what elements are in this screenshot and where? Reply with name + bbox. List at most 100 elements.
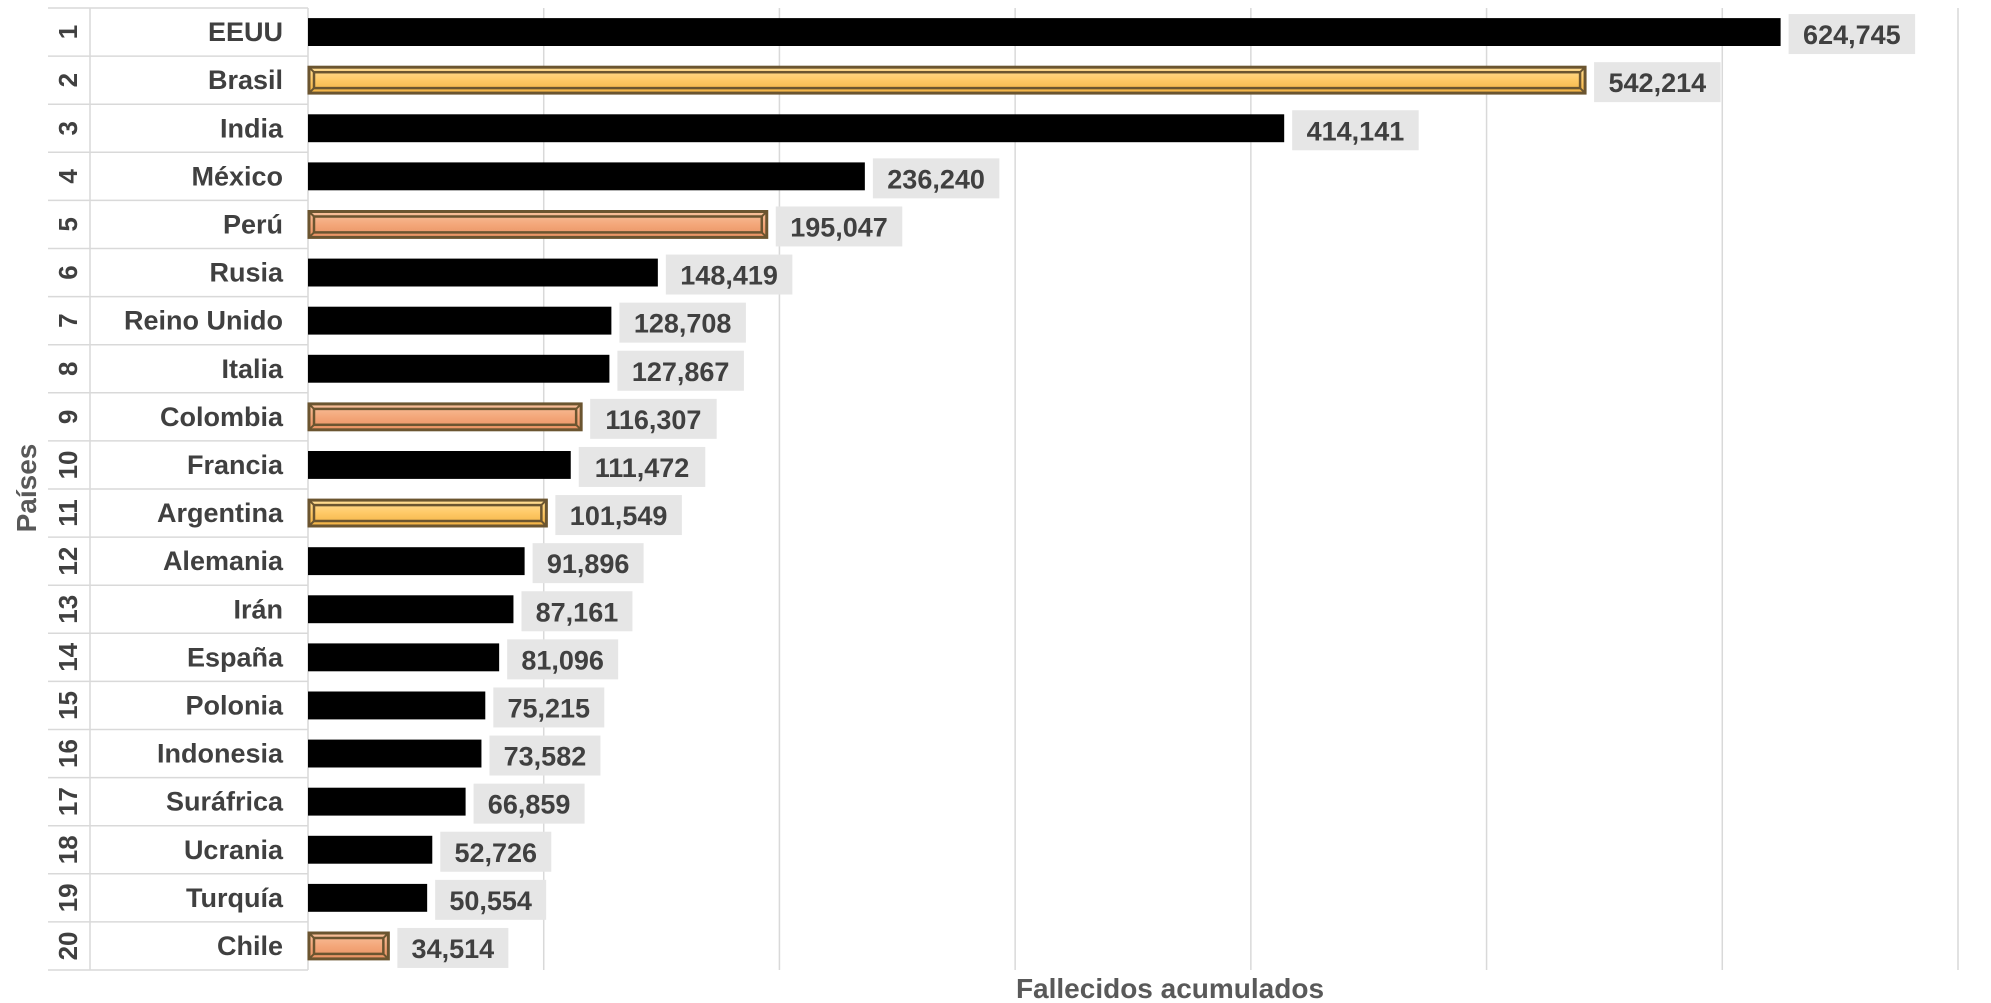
data-label-box: [1594, 62, 1721, 103]
data-label-box: [555, 495, 682, 536]
country-label: Ucrania: [184, 835, 284, 865]
data-label-box: [590, 398, 717, 439]
bar-fill: [308, 499, 548, 527]
data-label-text: 236,240: [887, 164, 985, 194]
data-label-box: [578, 446, 706, 487]
bar: [307, 210, 769, 239]
country-label: Polonia: [185, 690, 283, 720]
country-label: Reino Unido: [124, 306, 283, 336]
y-axis-title: Países: [11, 444, 42, 533]
data-label-text: 127,867: [632, 357, 730, 387]
bar-bevel-outer: [307, 931, 390, 961]
country-label: EEUU: [208, 17, 283, 47]
data-label-box: [473, 783, 585, 824]
bar-bevel-inner: [312, 936, 385, 956]
bar-fill: [308, 162, 865, 191]
rank-label: 11: [53, 499, 83, 527]
rank-label: 10: [53, 450, 83, 479]
country-label: Rusia: [209, 258, 284, 288]
data-label: 75,215: [493, 687, 605, 728]
bar: [308, 162, 865, 191]
rank-label: 16: [53, 739, 83, 768]
bars: [307, 18, 1781, 961]
bar-fill: [308, 18, 1781, 46]
data-label: 52,726: [440, 831, 552, 872]
data-label: 50,554: [435, 879, 547, 920]
bar-bevel-corner: [308, 953, 315, 960]
bar-fill: [308, 643, 500, 672]
data-label-text: 91,896: [547, 549, 630, 579]
data-label-box: [397, 927, 509, 968]
data-label-text: 87,161: [536, 597, 619, 627]
bar: [308, 258, 658, 287]
rank-label: 18: [53, 835, 83, 864]
data-label-text: 50,554: [449, 886, 532, 916]
data-label: 101,549: [555, 495, 682, 536]
data-label-text: 111,472: [595, 453, 690, 483]
data-label-box: [775, 206, 903, 247]
bar-bevel-corner: [761, 231, 768, 239]
data-label: 73,582: [489, 735, 601, 776]
bar-bevel-inner: [312, 215, 764, 234]
country-label: Alemania: [163, 546, 284, 576]
country-label: Irán: [233, 594, 283, 624]
country-label: Turquía: [186, 883, 284, 913]
data-label-text: 101,549: [570, 501, 668, 531]
data-label-box: [665, 254, 793, 295]
data-label-box: [532, 543, 644, 584]
rank-label: 4: [53, 169, 83, 184]
country-label: India: [220, 113, 284, 143]
bar: [308, 835, 433, 864]
bar-bevel-corner: [540, 520, 548, 527]
bar-bevel-corner: [382, 932, 390, 939]
country-label: España: [187, 642, 284, 672]
bar: [308, 354, 610, 383]
bar: [308, 787, 466, 816]
bar-fill: [308, 547, 525, 576]
country-label: Francia: [187, 450, 284, 480]
rank-label: 9: [53, 410, 83, 424]
country-label: México: [191, 161, 283, 191]
bar-bevel-corner: [1579, 87, 1586, 94]
data-label-box: [493, 687, 605, 728]
bar-fill: [308, 835, 433, 864]
data-label-box: [440, 831, 552, 872]
data-label-box: [619, 302, 746, 343]
bar-bevel-outer: [307, 210, 769, 239]
bar: [308, 114, 1285, 143]
bar-fill: [308, 258, 658, 287]
bar-bevel-corner: [382, 953, 390, 960]
data-label: 66,859: [473, 783, 585, 824]
rank-label: 1: [53, 25, 83, 39]
data-label-text: 75,215: [507, 693, 590, 723]
rank-label: 3: [53, 121, 83, 135]
country-label: Indonesia: [157, 739, 284, 769]
data-label-text: 128,708: [634, 309, 732, 339]
country-label: Argentina: [157, 498, 284, 528]
x-axis-title: Fallecidos acumulados: [1016, 973, 1324, 1003]
bar-bevel-corner: [308, 932, 315, 939]
bar-fill: [308, 691, 486, 720]
grid-lines: [307, 8, 1959, 970]
bar-bevel-outer: [307, 402, 583, 432]
bar-bevel-corner: [308, 424, 315, 431]
data-label: 128,708: [619, 302, 746, 343]
country-label: Suráfrica: [166, 787, 284, 817]
data-label: 542,214: [1594, 62, 1721, 103]
category-rows: 1 EEUU 2 Brasil 3 India 4 México 5 Perú 6 Rusia 7 Rei…: [48, 7, 308, 971]
bar-bevel-corner: [308, 231, 315, 239]
country-label: Chile: [217, 931, 283, 961]
bar-fill: [308, 739, 482, 768]
bar: [308, 306, 612, 335]
bar-bevel-inner: [312, 407, 578, 427]
bar: [308, 643, 500, 672]
bar: [308, 18, 1781, 46]
data-label-box: [872, 158, 1000, 199]
rank-label: 19: [53, 883, 83, 912]
data-label: 111,472: [578, 446, 706, 487]
data-label-text: 195,047: [790, 212, 888, 242]
bar: [307, 65, 1587, 95]
data-label: 87,161: [521, 591, 633, 632]
bar: [308, 547, 525, 576]
data-label-text: 542,214: [1609, 68, 1707, 98]
